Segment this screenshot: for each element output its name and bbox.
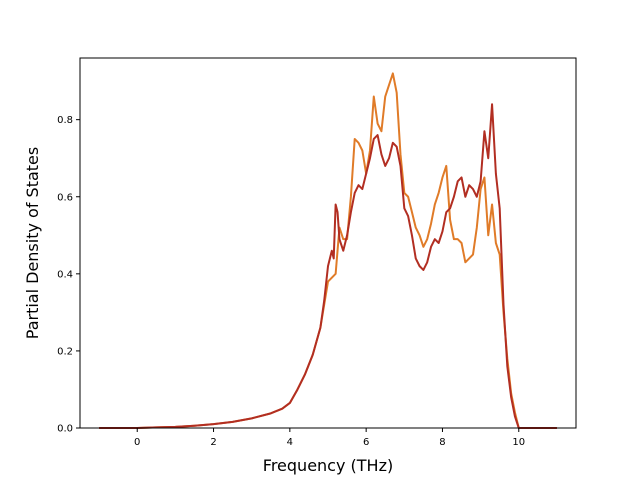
y-tick-label: 0.2 <box>57 346 73 357</box>
y-tick-label: 0.6 <box>57 192 73 203</box>
y-tick-label: 0.0 <box>57 424 73 435</box>
x-tick-label: 4 <box>287 437 293 448</box>
x-tick-label: 10 <box>512 437 525 448</box>
y-tick-label: 0.8 <box>57 115 73 126</box>
plot-frame <box>79 57 577 429</box>
x-tick-label: 0 <box>134 437 140 448</box>
y-tick-label: 0.4 <box>57 269 73 280</box>
y-axis-label: Partial Density of States <box>23 147 42 339</box>
x-tick-label: 8 <box>439 437 445 448</box>
series-line-2 <box>99 103 557 429</box>
x-axis-label: Frequency (THz) <box>263 456 393 475</box>
x-tick-label: 6 <box>363 437 369 448</box>
x-axis-ticks: 0 2 4 6 8 10 <box>134 428 525 448</box>
y-axis-ticks: 0.0 0.2 0.4 0.6 0.8 <box>57 115 80 435</box>
series-layer <box>99 72 557 429</box>
x-tick-label: 2 <box>210 437 216 448</box>
